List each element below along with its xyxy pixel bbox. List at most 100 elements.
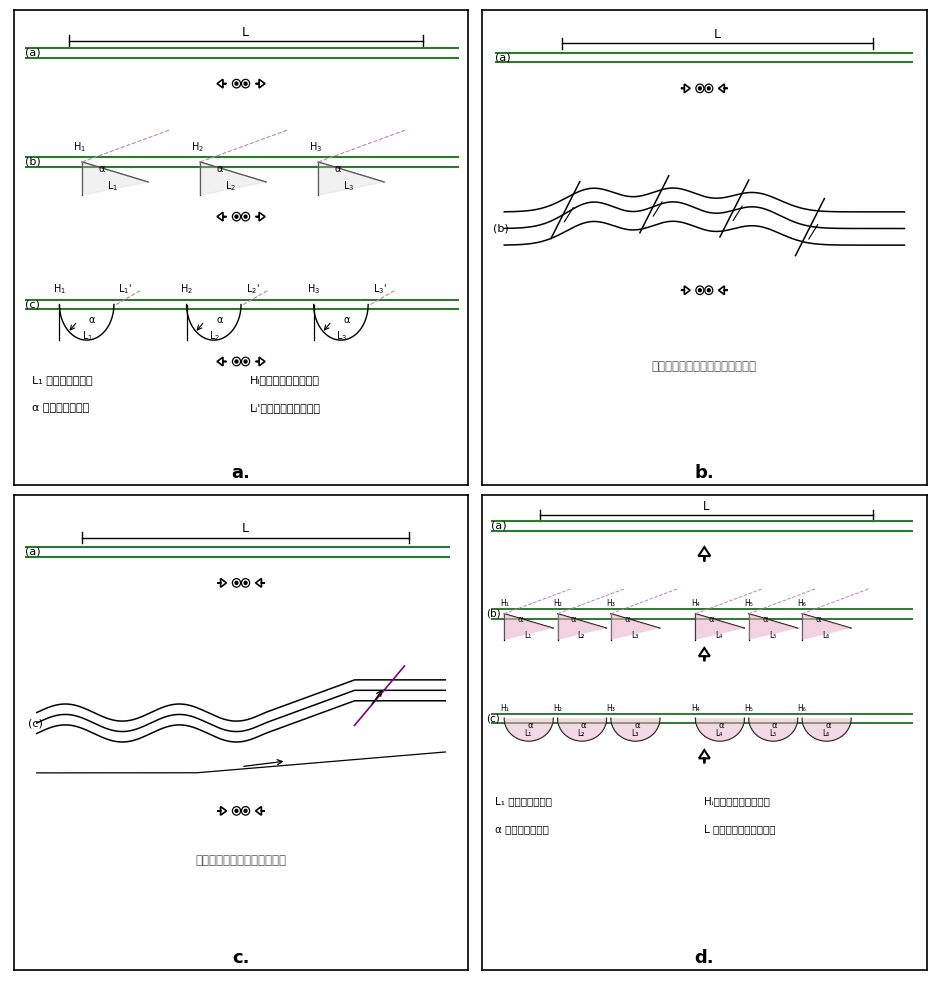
Text: (a): (a) bbox=[495, 52, 511, 62]
Polygon shape bbox=[318, 162, 384, 195]
FancyArrow shape bbox=[719, 286, 728, 295]
Text: H₄: H₄ bbox=[691, 599, 700, 608]
FancyArrow shape bbox=[217, 79, 227, 88]
Text: H₁: H₁ bbox=[500, 704, 508, 713]
Text: α: α bbox=[719, 721, 724, 730]
Text: L: L bbox=[714, 28, 721, 41]
Text: H₅: H₅ bbox=[744, 599, 753, 608]
Circle shape bbox=[235, 809, 238, 812]
Circle shape bbox=[708, 87, 710, 90]
Text: L₆: L₆ bbox=[822, 729, 829, 738]
Polygon shape bbox=[749, 614, 797, 640]
Polygon shape bbox=[802, 614, 851, 640]
Text: L$_1$': L$_1$' bbox=[119, 282, 132, 296]
FancyArrow shape bbox=[256, 807, 265, 815]
Text: H₆: H₆ bbox=[797, 704, 807, 713]
Polygon shape bbox=[802, 718, 851, 741]
Text: (c): (c) bbox=[487, 713, 500, 723]
Polygon shape bbox=[558, 614, 607, 640]
Circle shape bbox=[244, 809, 247, 812]
Text: L: L bbox=[703, 500, 709, 513]
Text: (b): (b) bbox=[25, 157, 41, 167]
Text: Lᵢ'：断块翘倾端剥蚀量: Lᵢ'：断块翘倾端剥蚀量 bbox=[250, 403, 321, 413]
Polygon shape bbox=[611, 718, 660, 741]
Polygon shape bbox=[611, 614, 660, 640]
FancyArrow shape bbox=[256, 212, 265, 221]
Text: L₁: L₁ bbox=[524, 729, 532, 738]
Polygon shape bbox=[749, 718, 797, 741]
Text: α ：翘起断块倾角: α ：翘起断块倾角 bbox=[32, 403, 90, 413]
Text: (c): (c) bbox=[25, 300, 40, 310]
Text: H₃: H₃ bbox=[607, 599, 615, 608]
Circle shape bbox=[244, 581, 247, 584]
FancyArrow shape bbox=[217, 212, 227, 221]
Text: (b): (b) bbox=[493, 224, 509, 233]
Text: L$_2$: L$_2$ bbox=[226, 180, 236, 193]
Text: a.: a. bbox=[231, 464, 251, 482]
Text: α: α bbox=[624, 615, 630, 624]
Circle shape bbox=[235, 82, 238, 85]
Text: L₅: L₅ bbox=[768, 631, 776, 640]
Text: L: L bbox=[242, 522, 249, 535]
Text: L₃: L₃ bbox=[631, 729, 638, 738]
Text: L$_1$: L$_1$ bbox=[107, 180, 118, 193]
Text: α: α bbox=[216, 164, 223, 174]
Text: α: α bbox=[634, 721, 639, 730]
Circle shape bbox=[244, 82, 247, 85]
Text: c.: c. bbox=[232, 949, 250, 967]
Text: L: L bbox=[242, 25, 249, 38]
Text: α: α bbox=[216, 315, 223, 325]
Text: 陆内前陆隆起、冲断隆起成因模式: 陆内前陆隆起、冲断隆起成因模式 bbox=[651, 360, 757, 373]
Text: H₃: H₃ bbox=[607, 704, 615, 713]
FancyArrow shape bbox=[698, 547, 710, 562]
Text: (c): (c) bbox=[28, 718, 42, 728]
Text: H₅: H₅ bbox=[744, 704, 753, 713]
Polygon shape bbox=[82, 162, 148, 195]
Text: Hᵢ：边界断裂水平断距: Hᵢ：边界断裂水平断距 bbox=[250, 375, 320, 385]
Text: L$_1$: L$_1$ bbox=[82, 329, 94, 342]
Circle shape bbox=[235, 215, 238, 218]
Text: α: α bbox=[762, 615, 768, 624]
Text: α: α bbox=[344, 315, 349, 325]
Text: α: α bbox=[334, 164, 341, 174]
Text: L$_3$: L$_3$ bbox=[336, 329, 347, 342]
FancyArrow shape bbox=[680, 84, 690, 93]
Text: L₁: L₁ bbox=[524, 631, 532, 640]
Polygon shape bbox=[695, 718, 744, 741]
FancyArrow shape bbox=[680, 286, 690, 295]
Text: L₂: L₂ bbox=[578, 729, 585, 738]
Text: L₄: L₄ bbox=[715, 729, 723, 738]
Circle shape bbox=[235, 581, 238, 584]
FancyArrow shape bbox=[217, 807, 227, 815]
Text: (a): (a) bbox=[25, 547, 41, 557]
Circle shape bbox=[244, 360, 247, 363]
Text: L$_3$: L$_3$ bbox=[344, 180, 355, 193]
Text: α: α bbox=[527, 721, 533, 730]
Circle shape bbox=[708, 289, 710, 292]
Text: α: α bbox=[709, 615, 714, 624]
Polygon shape bbox=[505, 718, 553, 741]
Text: L ：隆起到断陷边界距离: L ：隆起到断陷边界距离 bbox=[705, 824, 776, 834]
Text: L₂: L₂ bbox=[578, 631, 585, 640]
FancyArrow shape bbox=[719, 84, 728, 93]
Circle shape bbox=[698, 87, 701, 90]
Polygon shape bbox=[558, 718, 607, 741]
FancyArrow shape bbox=[256, 579, 265, 587]
FancyArrow shape bbox=[256, 357, 265, 366]
Text: α ：翘起断块倾角: α ：翘起断块倾角 bbox=[495, 824, 549, 834]
Text: α: α bbox=[580, 721, 586, 730]
FancyArrow shape bbox=[217, 357, 227, 366]
Text: H$_3$: H$_3$ bbox=[309, 140, 323, 154]
Text: H$_2$: H$_2$ bbox=[180, 282, 193, 296]
Text: L$_2$': L$_2$' bbox=[245, 282, 259, 296]
Text: α: α bbox=[89, 315, 95, 325]
FancyArrow shape bbox=[256, 79, 265, 88]
Text: L$_2$: L$_2$ bbox=[210, 329, 220, 342]
Text: b.: b. bbox=[695, 464, 714, 482]
Text: L₆: L₆ bbox=[822, 631, 829, 640]
FancyArrow shape bbox=[699, 648, 709, 661]
FancyArrow shape bbox=[699, 750, 709, 763]
Polygon shape bbox=[200, 162, 266, 195]
Text: H₂: H₂ bbox=[553, 599, 562, 608]
Text: 台内克拉通内古隆起成因模式: 台内克拉通内古隆起成因模式 bbox=[196, 854, 286, 867]
